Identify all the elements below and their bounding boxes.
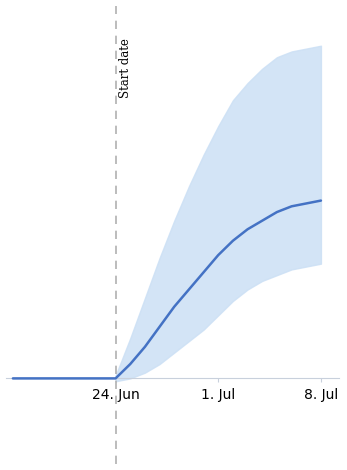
Text: Start date: Start date [119, 38, 132, 98]
